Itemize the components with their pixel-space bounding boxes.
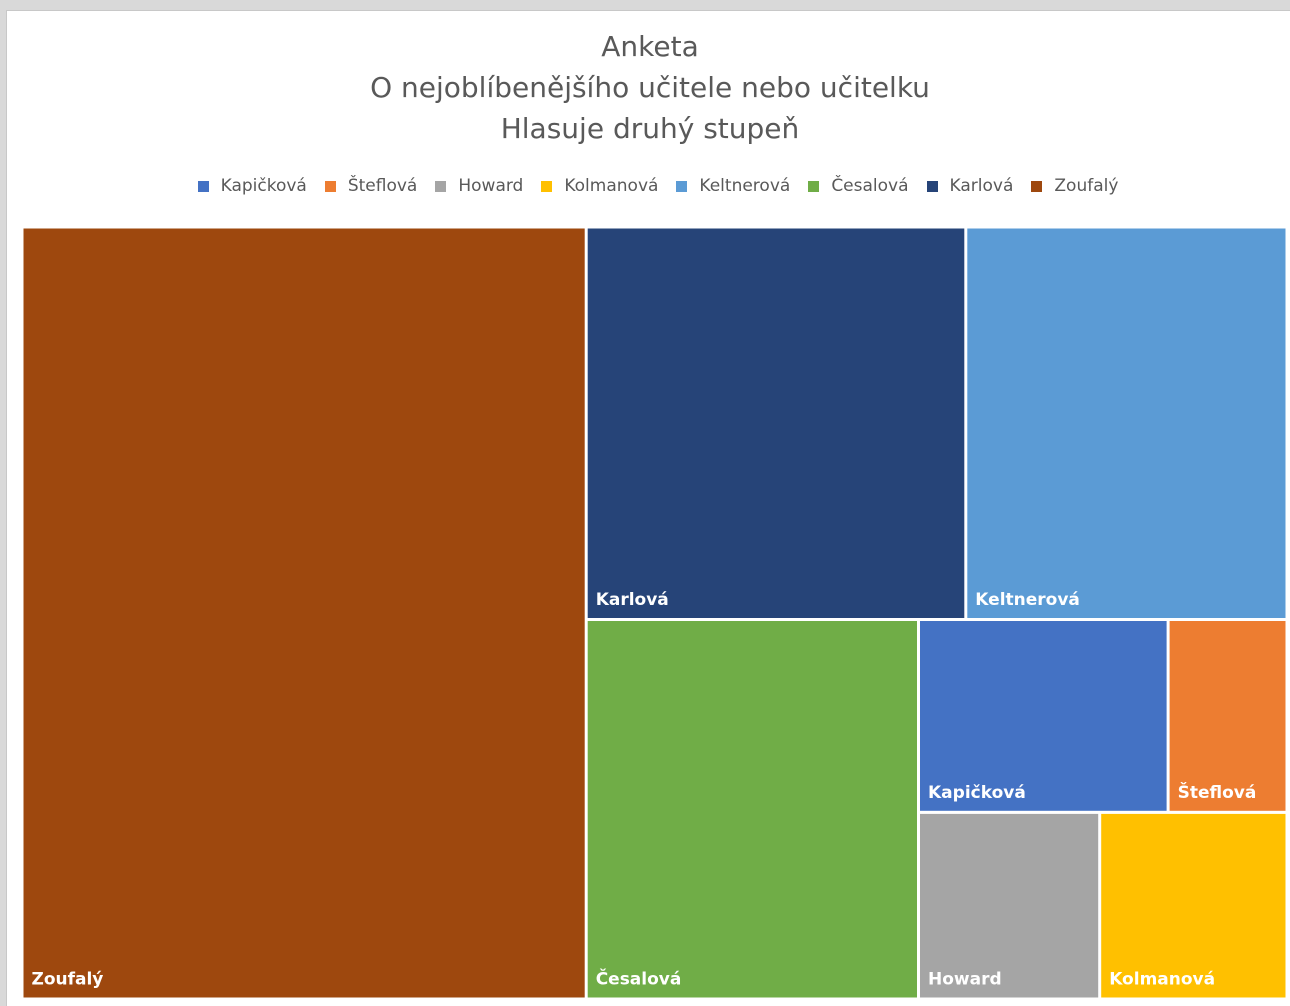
treemap-tile-kolmanova — [1101, 813, 1286, 998]
legend-label-steflova: Šteflová — [347, 176, 418, 196]
treemap-tile-karlova — [587, 228, 965, 618]
legend-label-cesalova: Česalová — [831, 176, 909, 196]
treemap-label-zoufaly: Zoufalý — [32, 970, 104, 990]
legend-item-keltnerova: Keltnerová — [676, 176, 790, 196]
legend-swatch-kapickova — [197, 180, 209, 192]
legend-swatch-keltnerova — [676, 180, 688, 192]
treemap-label-cesalova: Česalová — [596, 968, 682, 990]
treemap-tile-steflova — [1169, 621, 1286, 811]
treemap-label-karlova: Karlová — [596, 590, 669, 610]
legend-label-kolmanova: Kolmanová — [564, 176, 659, 196]
legend-label-zoufaly: Zoufalý — [1054, 176, 1119, 196]
treemap-label-howard: Howard — [928, 970, 1002, 990]
treemap-tile-keltnerova — [967, 228, 1286, 618]
legend-item-howard: Howard — [435, 176, 523, 196]
legend-label-howard: Howard — [458, 176, 524, 196]
chart-title-line-1: Anketa — [601, 30, 699, 63]
chart-title: Anketa O nejoblíbenějšího učitele nebo u… — [0, 26, 1290, 149]
legend-item-steflova: Šteflová — [324, 176, 418, 196]
legend-swatch-kolmanova — [541, 180, 553, 192]
legend-swatch-howard — [435, 180, 447, 192]
treemap-tile-kapickova — [920, 621, 1167, 811]
legend-item-cesalova: Česalová — [808, 176, 909, 196]
chart-title-line-3: Hlasuje druhý stupeň — [500, 112, 800, 145]
treemap-label-kapickova: Kapičková — [928, 783, 1026, 803]
legend-label-keltnerova: Keltnerová — [699, 176, 791, 196]
treemap-label-keltnerova: Keltnerová — [975, 590, 1080, 610]
treemap-tile-howard — [920, 813, 1099, 998]
legend-item-kapickova: Kapičková — [197, 176, 307, 196]
legend-item-zoufaly: Zoufalý — [1031, 176, 1118, 196]
legend-label-karlova: Karlová — [949, 176, 1014, 196]
treemap-tile-zoufaly — [23, 228, 585, 998]
chart-title-line-2: O nejoblíbenějšího učitele nebo učitelku — [370, 71, 930, 104]
legend-swatch-karlova — [926, 180, 938, 192]
legend-item-karlova: Karlová — [926, 176, 1014, 196]
chart-legend: Kapičková Šteflová Howard Kolmanová Kelt… — [0, 176, 1290, 196]
treemap-label-kolmanova: Kolmanová — [1109, 970, 1215, 990]
legend-swatch-steflova — [324, 180, 336, 192]
legend-label-kapickova: Kapičková — [220, 176, 307, 196]
legend-swatch-zoufaly — [1031, 180, 1043, 192]
legend-swatch-cesalova — [808, 180, 820, 192]
legend-item-kolmanova: Kolmanová — [541, 176, 658, 196]
treemap-label-steflova: Šteflová — [1178, 781, 1257, 803]
treemap-tile-cesalova — [587, 621, 917, 998]
